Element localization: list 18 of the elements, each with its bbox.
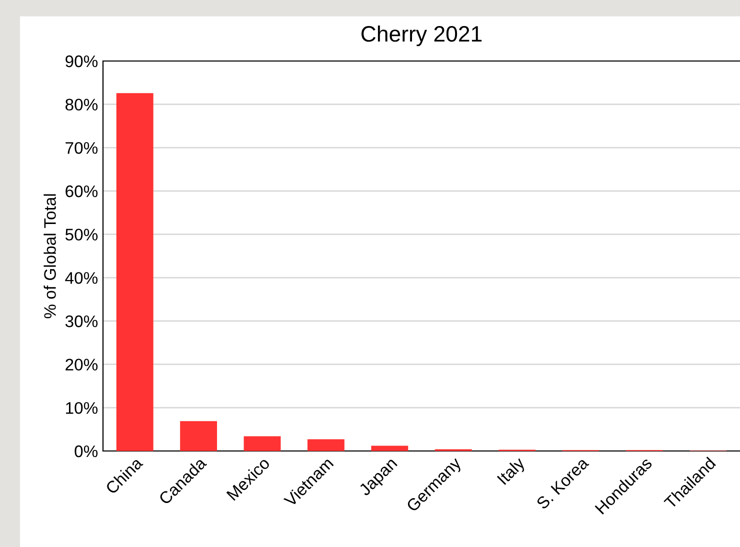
bar (307, 439, 344, 451)
chart-title: Cherry 2021 (361, 25, 482, 46)
y-tick-label: 70% (66, 142, 98, 154)
bar (244, 436, 281, 451)
y-axis-title: % of Global Total (44, 194, 56, 318)
y-tick-label: 40% (65, 272, 98, 284)
bar (371, 446, 408, 451)
y-tick-label: 20% (66, 358, 98, 371)
y-tick-label: 0% (74, 445, 98, 458)
y-tick-label: 60% (66, 185, 98, 198)
y-tick-label: 30% (65, 315, 98, 328)
bar (180, 421, 218, 451)
bar (116, 93, 154, 451)
x-tick-label: Italy (496, 456, 528, 488)
y-tick-label: 50% (65, 228, 98, 241)
y-tick-label: 80% (66, 98, 98, 111)
y-tick-label: 90% (66, 55, 98, 68)
y-tick-label: 10% (66, 402, 98, 414)
